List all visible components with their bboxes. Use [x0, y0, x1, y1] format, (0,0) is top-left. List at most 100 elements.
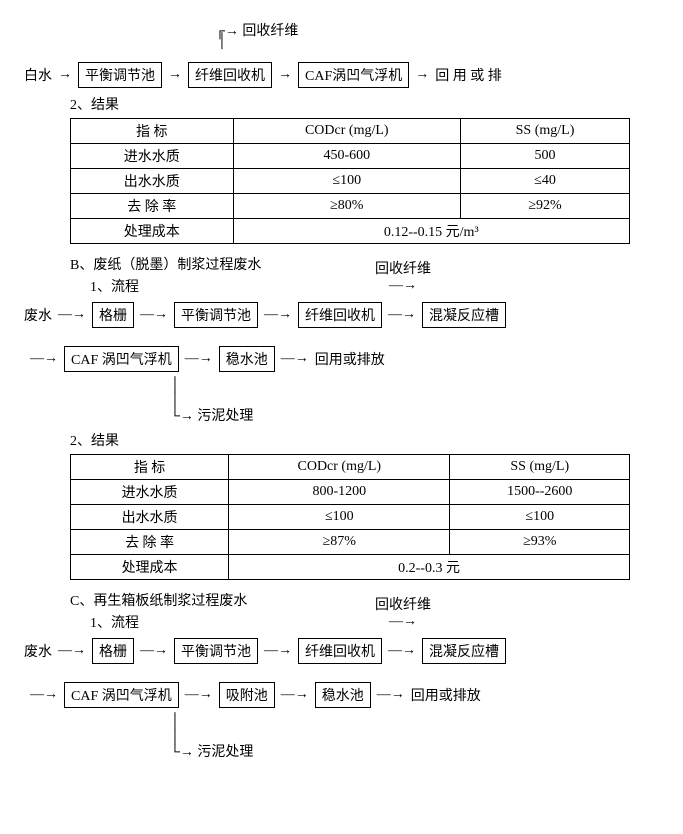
arrow-icon: —→ — [134, 307, 174, 323]
cell: ≥92% — [461, 194, 630, 219]
flowA-row: 白水 → 平衡调节池 → 纤维回收机 → CAF涡凹气浮机 → 回 用 或 排 — [24, 62, 663, 88]
vertical-line: │ — [170, 393, 663, 408]
table-row: 出水水质 ≤100 ≤40 — [71, 169, 630, 194]
cell: 进水水质 — [71, 144, 234, 169]
table-row: 进水水质 450-600 500 — [71, 144, 630, 169]
cell-cost-value: 0.12--0.15 元/m³ — [233, 219, 629, 244]
arrow-elbow-icon: └→ — [170, 409, 194, 424]
flowB-input: 废水 — [24, 305, 52, 325]
sectionB-result-label: 2、结果 — [70, 430, 663, 450]
flowB-top-label: 回收纤维 — [375, 258, 431, 278]
tableA-h1: CODcr (mg/L) — [233, 119, 461, 144]
cell: 500 — [461, 144, 630, 169]
tableB-h2: SS (mg/L) — [450, 455, 630, 480]
arrow-icon: —→ — [52, 307, 92, 323]
cell-cost-value: 0.2--0.3 元 — [229, 555, 630, 580]
arrow-icon: —→ — [24, 687, 64, 703]
flowB-node6: 稳水池 — [219, 346, 275, 372]
flowC-input: 废水 — [24, 641, 52, 661]
sectionC-title: C、再生箱板纸制浆过程废水 — [70, 590, 663, 610]
arrow-icon: —→ — [52, 643, 92, 659]
tableB: 指 标 CODcr (mg/L) SS (mg/L) 进水水质 800-1200… — [70, 454, 630, 580]
flowB-node2: 平衡调节池 — [174, 302, 258, 328]
arrow-icon: → — [409, 67, 435, 83]
flowC-output: 回用或排放 — [411, 685, 481, 705]
cell: ≤100 — [233, 169, 461, 194]
arrow-icon: —→ — [382, 307, 422, 323]
flowA-node1: 平衡调节池 — [78, 62, 162, 88]
cell: 出水水质 — [71, 169, 234, 194]
tableB-header-row: 指 标 CODcr (mg/L) SS (mg/L) — [71, 455, 630, 480]
flowB-top-annotation: 回收纤维 —→ — [375, 258, 431, 294]
table-row: 去 除 率 ≥87% ≥93% — [71, 530, 630, 555]
arrow-icon: → — [162, 67, 188, 83]
table-row: 去 除 率 ≥80% ≥92% — [71, 194, 630, 219]
vertical-line: │ — [170, 730, 663, 745]
table-row-cost: 处理成本 0.2--0.3 元 — [71, 555, 630, 580]
sectionB-title: B、废纸（脱墨）制浆过程废水 — [70, 254, 663, 274]
cell: 450-600 — [233, 144, 461, 169]
tableB-h0: 指 标 — [71, 455, 229, 480]
cell: 出水水质 — [71, 505, 229, 530]
cell: ≥87% — [229, 530, 450, 555]
arrow-icon: —→ — [179, 351, 219, 367]
flowC-node4: 混凝反应槽 — [422, 638, 506, 664]
arrow-icon: —→ — [375, 278, 431, 294]
tableA-h0: 指 标 — [71, 119, 234, 144]
cell-cost-label: 处理成本 — [71, 219, 234, 244]
flowB-node1: 格栅 — [92, 302, 134, 328]
flowC-row1: 废水 —→ 格栅 —→ 平衡调节池 —→ 纤维回收机 —→ 混凝反应槽 — [24, 638, 663, 664]
cell: ≤100 — [229, 505, 450, 530]
flowB-output: 回用或排放 — [315, 349, 385, 369]
cell: ≥93% — [450, 530, 630, 555]
flowB-row2: —→ CAF 涡凹气浮机 —→ 稳水池 —→ 回用或排放 — [24, 346, 663, 372]
arrow-icon: —→ — [24, 351, 64, 367]
flowA-node3: CAF涡凹气浮机 — [298, 62, 409, 88]
flowB-node5: CAF 涡凹气浮机 — [64, 346, 179, 372]
flowA-input: 白水 — [24, 65, 52, 85]
cell: 1500--2600 — [450, 480, 630, 505]
flowC-top-annotation: 回收纤维 —→ — [375, 594, 431, 630]
flowA-node2: 纤维回收机 — [188, 62, 272, 88]
cell: ≤40 — [461, 169, 630, 194]
flowA-top-label: 回收纤维 — [242, 24, 298, 39]
cell: 去 除 率 — [71, 194, 234, 219]
table-row: 出水水质 ≤100 ≤100 — [71, 505, 630, 530]
arrow-elbow-icon: └→ — [170, 745, 194, 760]
flowC-top-label: 回收纤维 — [375, 594, 431, 614]
vertical-line: │ — [170, 714, 663, 729]
sectionA-result-label: 2、结果 — [70, 94, 663, 114]
flowC-node7: 稳水池 — [315, 682, 371, 708]
table-row-cost: 处理成本 0.12--0.15 元/m³ — [71, 219, 630, 244]
table-row: 进水水质 800-1200 1500--2600 — [71, 480, 630, 505]
flowC-node3: 纤维回收机 — [298, 638, 382, 664]
arrow-icon: —→ — [275, 687, 315, 703]
tableA-header-row: 指 标 CODcr (mg/L) SS (mg/L) — [71, 119, 630, 144]
flowB-node3: 纤维回收机 — [298, 302, 382, 328]
cell: 800-1200 — [229, 480, 450, 505]
arrow-icon: → — [272, 67, 298, 83]
flowC-node6: 吸附池 — [219, 682, 275, 708]
cell: ≥80% — [233, 194, 461, 219]
flowC-sludge-label: 污泥处理 — [197, 745, 253, 760]
arrow-icon: —→ — [134, 643, 174, 659]
cell: 去 除 率 — [71, 530, 229, 555]
arrow-icon: → — [52, 67, 78, 83]
arrow-icon: —→ — [258, 307, 298, 323]
vertical-line: │ — [170, 378, 663, 393]
tableB-h1: CODcr (mg/L) — [229, 455, 450, 480]
flowC-sludge-branch: │ │ └→ 污泥处理 — [170, 714, 663, 760]
flowB-node4: 混凝反应槽 — [422, 302, 506, 328]
flowB-row1: 废水 —→ 格栅 —→ 平衡调节池 —→ 纤维回收机 —→ 混凝反应槽 — [24, 302, 663, 328]
cell: 进水水质 — [71, 480, 229, 505]
arrow-icon: —→ — [382, 643, 422, 659]
arrow-icon: —→ — [375, 614, 431, 630]
flowB-sludge-branch: │ │ └→ 污泥处理 — [170, 378, 663, 424]
flowC-node2: 平衡调节池 — [174, 638, 258, 664]
flowA-annotation: ┌→ 回收纤维 │ — [20, 20, 663, 56]
vertical-line: │ — [217, 34, 227, 50]
tableA: 指 标 CODcr (mg/L) SS (mg/L) 进水水质 450-600 … — [70, 118, 630, 244]
flowB-sludge-label: 污泥处理 — [197, 409, 253, 424]
arrow-icon: —→ — [258, 643, 298, 659]
flowC-row2: —→ CAF 涡凹气浮机 —→ 吸附池 —→ 稳水池 —→ 回用或排放 — [24, 682, 663, 708]
